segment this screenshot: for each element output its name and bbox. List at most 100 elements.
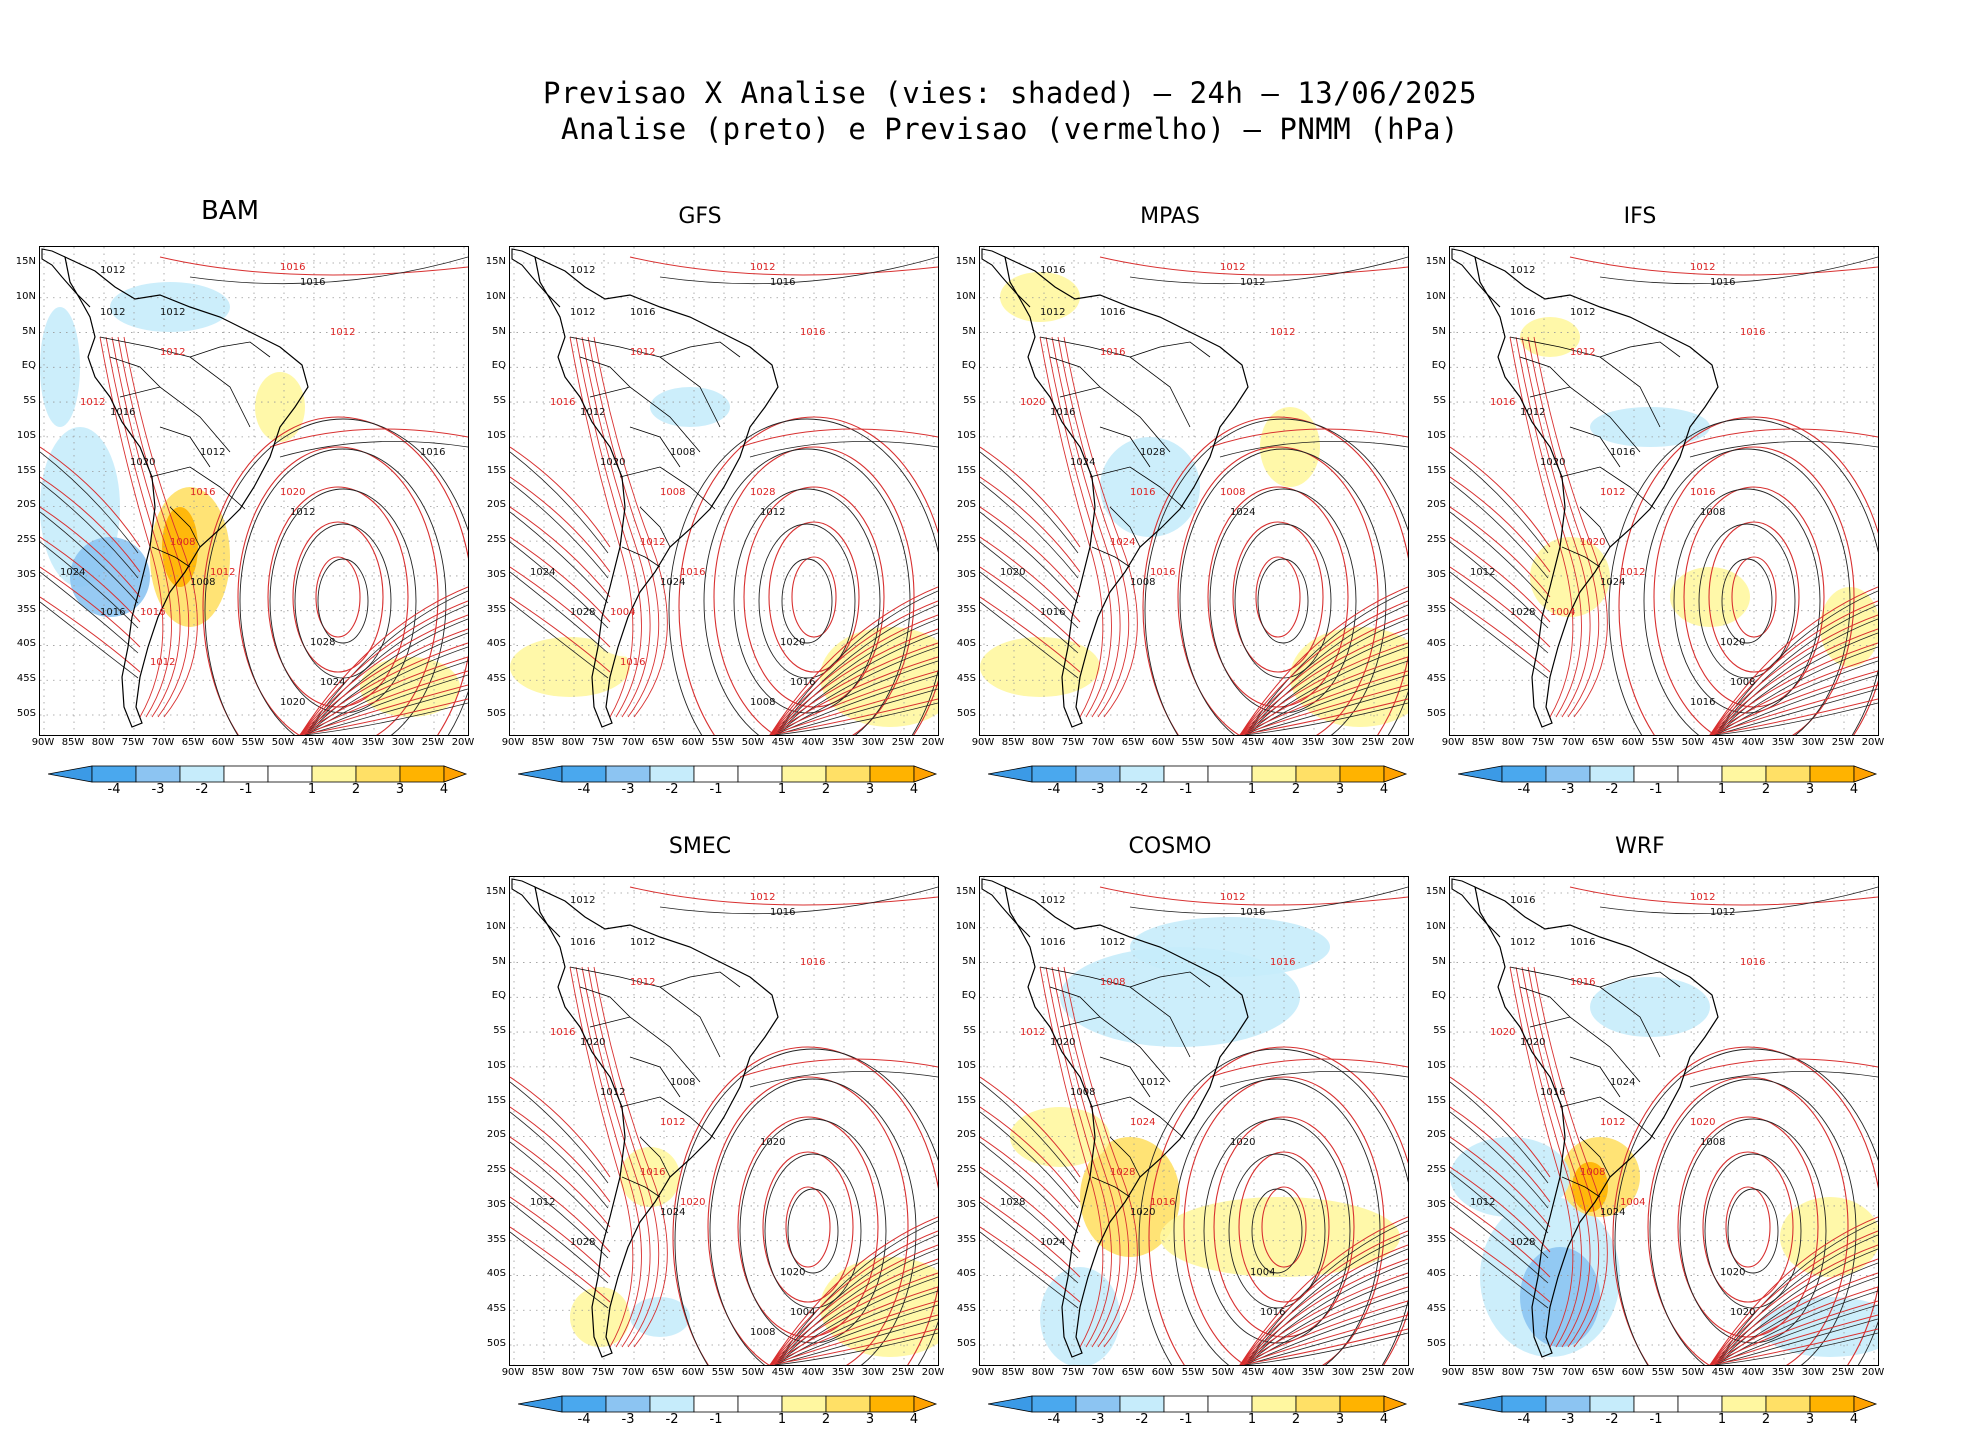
country-border	[1089, 466, 1186, 510]
country-border	[1059, 1016, 1171, 1083]
lat-tick-label: 40S	[486, 638, 506, 650]
forecast-isobar	[292, 521, 384, 673]
lat-tick-label: 10N	[1425, 290, 1446, 302]
forecast-isobar	[510, 1166, 611, 1253]
forecast-isobar	[159, 256, 468, 276]
forecast-isobar	[1569, 256, 1878, 276]
lon-tick-label: 35W	[1301, 737, 1325, 748]
analysis-isobar-label: 1016	[770, 277, 796, 288]
analysis-isobar	[980, 1231, 1079, 1309]
lon-tick-label: 50W	[1211, 1367, 1235, 1378]
forecast-isobar	[629, 886, 938, 906]
forecast-isobar	[707, 1076, 909, 1365]
lon-tick-label: 35W	[1771, 1367, 1795, 1378]
colorbar-swatch	[1163, 765, 1209, 783]
analysis-isobar	[189, 256, 468, 285]
panel-title: MPAS	[1140, 204, 1200, 229]
country-border	[619, 466, 716, 510]
colorbar-swatch	[1633, 1395, 1679, 1413]
coastline	[1474, 885, 1719, 1358]
analysis-isobar	[1144, 418, 1408, 735]
lon-tick-label: 80W	[1501, 1367, 1525, 1378]
forecast-isobar-label: 1012	[1620, 567, 1646, 578]
country-border	[579, 356, 631, 388]
colorbar-swatch	[1721, 765, 1767, 783]
analysis-isobar-label: 1012	[160, 307, 186, 318]
colorbar-swatch	[223, 765, 269, 783]
lat-tick-label: 40S	[16, 638, 36, 650]
analysis-isobar	[510, 1171, 609, 1259]
colorbar-label: 4	[1849, 782, 1859, 797]
analysis-isobar-label: 1016	[100, 607, 126, 618]
forecast-isobar	[1239, 1272, 1408, 1365]
analysis-isobar-label: 1016	[570, 937, 596, 948]
analysis-isobar-label: 1008	[750, 1327, 776, 1338]
lat-tick-label: 5S	[963, 395, 976, 407]
forecast-isobar-label: 1016	[1100, 347, 1126, 358]
lon-tick-label: 85W	[1001, 737, 1025, 748]
forecast-isobar-label: 1008	[170, 537, 196, 548]
colorbar-label: 3	[1335, 1412, 1345, 1427]
analysis-isobar	[674, 1048, 938, 1365]
forecast-isobar	[1709, 628, 1878, 735]
analysis-isobar	[1714, 646, 1878, 735]
country-border	[639, 506, 671, 548]
forecast-isobar	[1239, 642, 1408, 735]
lon-tick-label: 40W	[1741, 737, 1765, 748]
lat-tick-label: 15N	[15, 256, 36, 267]
analysis-isobar	[668, 418, 938, 735]
country-border	[1569, 426, 1621, 468]
colorbar-swatch	[605, 765, 651, 783]
lat-tick-label: 10S	[956, 429, 976, 441]
forecast-isobar	[1239, 1258, 1408, 1365]
analysis-isobar-label: 1012	[600, 1087, 626, 1098]
lat-tick-label: 5S	[1433, 395, 1446, 407]
analysis-isobar	[1450, 511, 1549, 604]
forecast-isobar	[1709, 1258, 1878, 1365]
lon-tick-label: 90W	[971, 1367, 995, 1378]
lat-tick-label: 10S	[1426, 1059, 1446, 1071]
lon-tick-label: 30W	[1801, 1367, 1825, 1378]
analysis-isobar-label: 1020	[1720, 637, 1746, 648]
lat-tick-label: 50S	[956, 1338, 976, 1349]
lon-tick-label: 80W	[1031, 737, 1055, 748]
analysis-isobar-label: 1012	[290, 507, 316, 518]
forecast-isobar-label: 1016	[1270, 957, 1296, 968]
analysis-isobar	[1244, 632, 1408, 735]
map-canvas	[510, 247, 938, 735]
analysis-isobar	[1714, 1248, 1878, 1365]
lat-tick-label: 15S	[1426, 464, 1446, 476]
analysis-isobar	[980, 541, 1079, 629]
country-border	[1559, 1096, 1656, 1140]
forecast-isobar	[1709, 684, 1878, 735]
figure-title-line1: Previsao X Analise (vies: shaded) — 24h …	[543, 76, 1477, 110]
country-border	[629, 426, 681, 468]
country-border	[1109, 506, 1141, 548]
lat-tick-label: 35S	[1426, 603, 1446, 615]
colorbar-swatch	[1589, 1395, 1635, 1413]
lon-tick-label: 85W	[61, 737, 85, 748]
lat-tick-label: EQ	[1431, 990, 1446, 1002]
lat-tick-label: 35S	[16, 603, 36, 615]
lat-tick-label: 50S	[956, 708, 976, 719]
analysis-isobar-label: 1004	[790, 1307, 816, 1318]
analysis-isobar-label: 1012	[1570, 307, 1596, 318]
analysis-isobar-label: 1016	[420, 447, 446, 458]
forecast-isobar-label: 1016	[1570, 977, 1596, 988]
lat-tick-label: 50S	[486, 1338, 506, 1349]
colorbar-label: -2	[1135, 1412, 1149, 1427]
lon-tick-label: 35W	[831, 1367, 855, 1378]
analysis-isobar-label: 1008	[1070, 1087, 1096, 1098]
lon-tick-label: 45W	[1241, 737, 1265, 748]
colorbar-swatch	[869, 765, 915, 783]
bias-shading	[1590, 977, 1710, 1037]
lon-tick-label: 50W	[741, 1367, 765, 1378]
forecast-isobar-label: 1012	[1270, 327, 1296, 338]
lat-tick-label: 40S	[956, 638, 976, 650]
forecast-isobar	[1709, 1244, 1878, 1365]
analysis-isobar	[774, 646, 938, 735]
colorbar: -4 -3 -2 -1 1 2 3 4	[1457, 1395, 1878, 1435]
lat-tick-label: 10S	[16, 429, 36, 441]
coastline	[511, 878, 561, 938]
lon-tick-label: 70W	[151, 737, 175, 748]
